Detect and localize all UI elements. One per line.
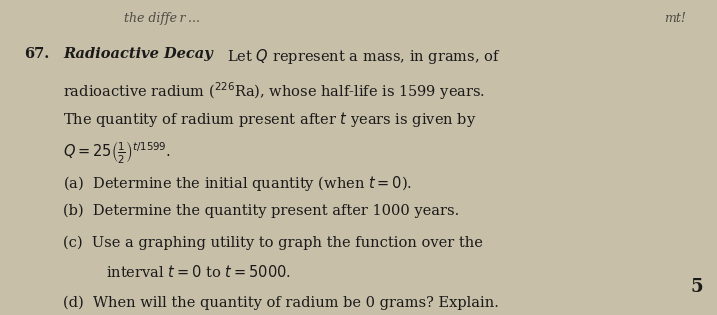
- Text: radioactive radium ($^{226}$Ra), whose half-life is 1599 years.: radioactive radium ($^{226}$Ra), whose h…: [63, 80, 485, 101]
- Text: mt!: mt!: [664, 12, 685, 25]
- Text: (b)  Determine the quantity present after 1000 years.: (b) Determine the quantity present after…: [63, 204, 460, 218]
- Text: the diffe r ...: the diffe r ...: [124, 12, 200, 25]
- Text: 67.: 67.: [24, 47, 49, 60]
- Text: (c)  Use a graphing utility to graph the function over the: (c) Use a graphing utility to graph the …: [63, 236, 483, 250]
- Text: (d)  When will the quantity of radium be 0 grams? Explain.: (d) When will the quantity of radium be …: [63, 296, 499, 310]
- Text: Let $Q$ represent a mass, in grams, of: Let $Q$ represent a mass, in grams, of: [227, 47, 500, 66]
- Text: $Q = 25\left(\frac{1}{2}\right)^{t/1599}.$: $Q = 25\left(\frac{1}{2}\right)^{t/1599}…: [63, 140, 171, 166]
- Text: Radioactive Decay: Radioactive Decay: [63, 47, 213, 60]
- Text: The quantity of radium present after $t$ years is given by: The quantity of radium present after $t$…: [63, 110, 477, 129]
- Text: 5: 5: [691, 278, 703, 296]
- Text: interval $t = 0$ to $t = 5000$.: interval $t = 0$ to $t = 5000$.: [106, 264, 291, 280]
- Text: (a)  Determine the initial quantity (when $t = 0$).: (a) Determine the initial quantity (when…: [63, 174, 412, 192]
